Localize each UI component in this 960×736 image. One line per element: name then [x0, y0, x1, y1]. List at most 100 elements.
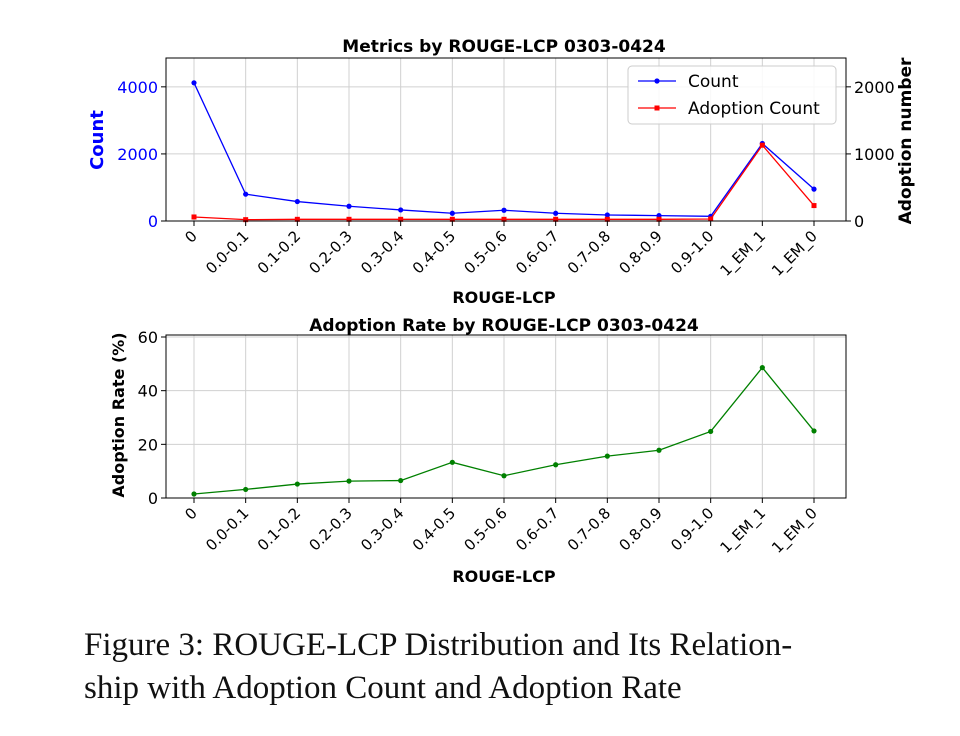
top-series-point	[553, 216, 559, 222]
bottom-x-tick-label: 0	[181, 504, 200, 523]
bottom-x-tick-label: 0.4-0.5	[409, 504, 459, 554]
top-chart-x-ticks: 0 0.0-0.1 0.1-0.2 0.2-0.3 0.3-0.4 0.4-0.5 0.5-…	[181, 221, 822, 280]
bottom-series-point	[656, 447, 662, 453]
figure-caption: Figure 3: ROUGE-LCP Distribution and Its…	[84, 624, 934, 710]
bottom-chart-title: Adoption Rate by ROUGE-LCP 0303-0424	[309, 316, 699, 336]
top-x-tick-label: 0.7-0.8	[564, 227, 614, 277]
top-x-tick-label: 0.5-0.6	[461, 227, 511, 277]
bottom-chart-x-label: ROUGE-LCP	[452, 567, 556, 586]
bottom-series-point	[191, 491, 197, 497]
top-chart-x-label: ROUGE-LCP	[452, 288, 556, 307]
top-series-point	[294, 198, 300, 205]
bottom-x-tick-label: 0.7-0.8	[564, 504, 614, 554]
top-x-tick-label: 0	[181, 227, 200, 246]
top-series-point	[501, 216, 507, 222]
bottom-series-point	[553, 462, 559, 468]
bottom-series-point	[708, 428, 714, 435]
top-chart-y-ticks-right: 0 1000 2000	[846, 78, 895, 231]
top-chart-y-ticks: 0 2000 4000	[117, 78, 166, 231]
bottom-y-tick-label: 0	[148, 489, 158, 508]
top-series-point	[553, 210, 559, 216]
bottom-x-tick-label: 0.8-0.9	[616, 504, 666, 554]
top-chart-legend: Count Adoption Count	[627, 65, 837, 125]
top-y-tick-label-right: 0	[854, 212, 864, 231]
bottom-chart-y-ticks: 0 20 40 60	[138, 328, 166, 508]
top-series-point	[449, 210, 455, 216]
bottom-chart: Adoption Rate by ROUGE-LCP 0303-0424 0 20…	[109, 316, 847, 586]
top-series-point	[604, 216, 610, 222]
top-y-tick-label: 4000	[117, 78, 158, 97]
bottom-chart-x-ticks: 0 0.0-0.1 0.1-0.2 0.2-0.3 0.3-0.4 0.4-0.5 0.5-…	[181, 498, 822, 557]
top-x-tick-label: 1_EM_1	[716, 227, 769, 280]
bottom-series-point	[604, 453, 610, 459]
bottom-series-point	[294, 481, 300, 487]
top-y-tick-label: 2000	[117, 145, 158, 164]
top-series-point	[243, 217, 249, 223]
top-chart-title: Metrics by ROUGE-LCP 0303-0424	[342, 37, 666, 57]
top-y-tick-label-right: 1000	[854, 145, 895, 164]
bottom-x-tick-label: 0.5-0.6	[461, 504, 511, 554]
top-series-point	[759, 142, 765, 148]
top-y-tick-label: 0	[148, 212, 158, 231]
legend-adoption-marker	[654, 105, 660, 111]
legend-adoption-label: Adoption Count	[688, 99, 820, 119]
bottom-chart-series	[191, 364, 817, 497]
top-series-point	[811, 203, 817, 209]
top-series-point	[449, 216, 455, 222]
bottom-series-point	[759, 364, 765, 371]
top-series-point	[191, 80, 197, 86]
top-series-point	[656, 216, 662, 222]
top-series-point	[501, 207, 507, 213]
bottom-chart-y-label: Adoption Rate (%)	[109, 332, 128, 497]
top-x-tick-label: 0.1-0.2	[254, 227, 304, 277]
top-series-point	[346, 203, 352, 209]
bottom-x-tick-label: 1_EM_0	[768, 504, 821, 557]
bottom-series-point	[398, 477, 404, 484]
top-chart: Metrics by ROUGE-LCP 0303-0424 0 2000 4000…	[87, 37, 916, 307]
top-series-point	[811, 186, 817, 192]
legend-count-marker	[654, 78, 660, 84]
bottom-y-tick-label: 40	[138, 382, 158, 401]
top-series-point	[294, 216, 300, 222]
top-series-point	[398, 216, 404, 222]
top-series-point	[243, 191, 249, 197]
legend-box	[627, 65, 837, 125]
bottom-chart-grid	[166, 335, 846, 499]
bottom-series-point	[811, 428, 817, 434]
bottom-x-tick-label: 0.1-0.2	[254, 504, 304, 554]
bottom-y-tick-label: 20	[138, 435, 158, 454]
top-x-tick-label: 0.3-0.4	[357, 227, 407, 277]
figure: Metrics by ROUGE-LCP 0303-0424 020004000…	[87, 37, 916, 586]
top-y-tick-label-right: 2000	[854, 78, 895, 97]
bottom-x-tick-label: 0.2-0.3	[306, 504, 356, 554]
top-series-point	[346, 216, 352, 222]
top-x-tick-label: 0.9-1.0	[667, 227, 717, 277]
caption-line-1: Figure 3: ROUGE-LCP Distribution and Its…	[84, 627, 793, 663]
top-chart-frame	[165, 57, 847, 222]
bottom-chart-frame	[165, 334, 847, 499]
top-x-tick-label: 0.0-0.1	[202, 227, 252, 277]
bottom-x-tick-label: 0.6-0.7	[512, 504, 562, 554]
bottom-series-point	[346, 478, 352, 484]
top-x-tick-label: 0.2-0.3	[306, 227, 356, 277]
caption-line-2: ship with Adoption Count and Adoption Ra…	[84, 670, 682, 706]
bottom-series-point	[243, 486, 249, 493]
top-series-point	[191, 214, 197, 220]
top-series-point	[398, 207, 404, 213]
bottom-x-tick-label: 0.9-1.0	[667, 504, 717, 554]
bottom-x-tick-label: 0.3-0.4	[357, 504, 407, 554]
top-chart-series	[191, 80, 817, 223]
bottom-x-tick-label: 1_EM_1	[716, 504, 769, 557]
top-chart-y-label: Count	[87, 110, 108, 170]
bottom-series-point	[501, 473, 507, 479]
top-x-tick-label: 0.6-0.7	[512, 227, 562, 277]
top-series-point	[604, 212, 610, 218]
bottom-y-tick-label: 60	[138, 328, 158, 347]
top-x-tick-label: 1_EM_0	[768, 227, 821, 280]
top-x-tick-label: 0.8-0.9	[616, 227, 666, 277]
top-series-point	[708, 216, 714, 222]
bottom-x-tick-label: 0.0-0.1	[202, 504, 252, 554]
bottom-series-point	[449, 459, 455, 465]
legend-count-label: Count	[688, 72, 739, 92]
top-x-tick-label: 0.4-0.5	[409, 227, 459, 277]
